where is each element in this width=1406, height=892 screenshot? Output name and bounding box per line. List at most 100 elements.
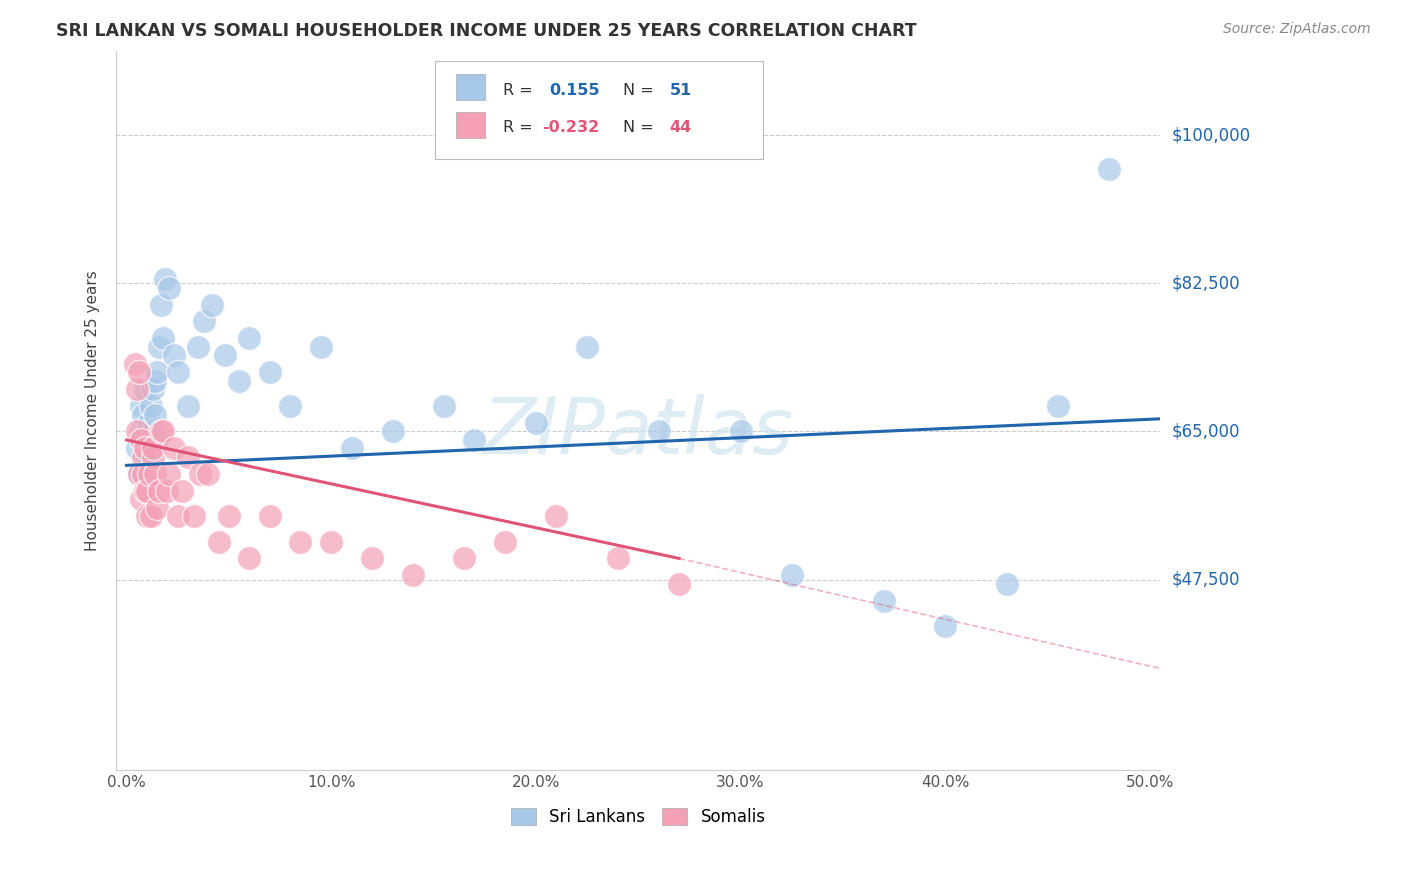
Point [259, 365, 281, 379]
Point [162, 442, 184, 456]
Text: SRI LANKAN VS SOMALI HOUSEHOLDER INCOME UNDER 25 YEARS CORRELATION CHART: SRI LANKAN VS SOMALI HOUSEHOLDER INCOME … [56, 22, 917, 40]
Point [142, 450, 165, 464]
Point [139, 509, 162, 524]
Point [136, 483, 159, 498]
Point [142, 425, 165, 439]
Point [125, 425, 148, 439]
Bar [456, 74, 485, 100]
Text: N =: N = [623, 120, 654, 136]
Point [207, 534, 229, 549]
Point [138, 416, 160, 430]
Point [170, 483, 193, 498]
Point [129, 425, 152, 439]
Point [463, 433, 485, 447]
Point [143, 408, 166, 422]
Text: $65,000: $65,000 [1171, 423, 1240, 441]
Point [142, 382, 165, 396]
Point [132, 450, 155, 464]
Point [183, 509, 205, 524]
Point [453, 551, 475, 566]
Text: Source: ZipAtlas.com: Source: ZipAtlas.com [1223, 22, 1371, 37]
Point [576, 340, 599, 354]
Point [606, 551, 628, 566]
Point [162, 348, 184, 362]
Point [188, 467, 211, 481]
Text: ZIPatlas: ZIPatlas [482, 394, 793, 470]
Point [138, 467, 160, 481]
Point [381, 425, 404, 439]
Point [156, 483, 179, 498]
Point [128, 365, 150, 379]
Y-axis label: Householder Income Under 25 years: Householder Income Under 25 years [86, 270, 100, 550]
Point [1098, 162, 1121, 177]
Text: N =: N = [623, 83, 654, 98]
Point [193, 314, 215, 328]
Point [148, 340, 170, 354]
Point [132, 467, 155, 481]
Point [125, 382, 148, 396]
Point [259, 509, 281, 524]
Point [361, 551, 384, 566]
Point [201, 297, 224, 311]
Text: $82,500: $82,500 [1171, 275, 1240, 293]
Point [136, 425, 159, 439]
Text: -0.232: -0.232 [543, 120, 599, 136]
Text: $47,500: $47,500 [1171, 571, 1240, 589]
Point [166, 509, 188, 524]
Point [150, 425, 173, 439]
Text: R =: R = [502, 120, 533, 136]
Point [129, 433, 152, 447]
Point [136, 450, 159, 464]
Point [139, 399, 162, 413]
Point [402, 568, 425, 582]
Point [148, 483, 170, 498]
Point [138, 433, 160, 447]
Point [146, 365, 169, 379]
Point [159, 467, 181, 481]
Bar [456, 112, 485, 137]
Point [129, 399, 152, 413]
Point [132, 433, 155, 447]
Point [146, 500, 169, 515]
Point [546, 509, 568, 524]
Point [995, 577, 1018, 591]
Text: $100,000: $100,000 [1171, 127, 1250, 145]
Point [340, 442, 363, 456]
Point [177, 399, 200, 413]
Point [433, 399, 456, 413]
Point [152, 331, 174, 345]
Point [134, 442, 156, 456]
Point [321, 534, 343, 549]
Point [128, 467, 150, 481]
Point [309, 340, 332, 354]
Point [187, 340, 209, 354]
Point [125, 442, 148, 456]
Point [166, 365, 188, 379]
Point [142, 442, 165, 456]
Point [134, 483, 156, 498]
Point [218, 509, 240, 524]
Text: R =: R = [502, 83, 533, 98]
Point [197, 467, 219, 481]
Point [143, 467, 166, 481]
Point [152, 425, 174, 439]
Point [238, 551, 260, 566]
Point [730, 425, 752, 439]
FancyBboxPatch shape [434, 62, 763, 159]
Point [238, 331, 260, 345]
Point [128, 467, 150, 481]
Point [134, 442, 156, 456]
Point [278, 399, 301, 413]
Point [155, 272, 177, 286]
Point [780, 568, 803, 582]
Point [132, 408, 155, 422]
Point [143, 374, 166, 388]
Point [214, 348, 236, 362]
Point [134, 382, 156, 396]
Point [668, 577, 690, 591]
Point [873, 593, 896, 607]
Point [177, 450, 200, 464]
Point [934, 619, 956, 633]
Point [150, 297, 173, 311]
Point [159, 280, 181, 294]
